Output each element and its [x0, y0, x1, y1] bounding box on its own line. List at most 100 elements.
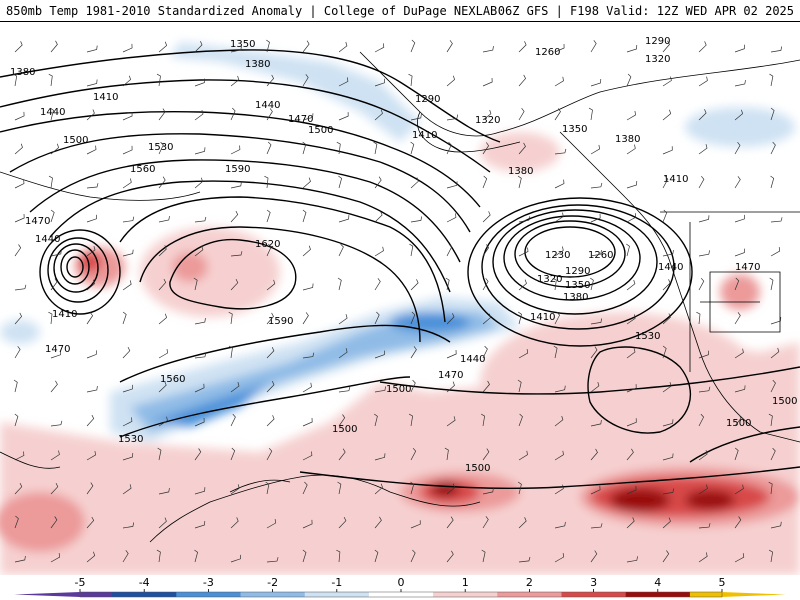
contour-label: 1530: [635, 331, 660, 342]
wind-barb: [446, 181, 458, 189]
wind-barb: [626, 517, 635, 529]
wind-barb: [698, 144, 708, 155]
wind-barb: [410, 279, 419, 291]
contour-label: 1440: [255, 100, 280, 111]
wind-barb: [590, 448, 598, 461]
wind-barb: [734, 277, 740, 291]
wind-barb: [266, 141, 272, 155]
wind-barb: [228, 311, 233, 325]
wind-barb: [338, 77, 349, 87]
legend-swatch: [240, 592, 258, 597]
contour-label: 1500: [332, 424, 357, 435]
wind-barb: [336, 141, 341, 155]
wind-barb: [13, 73, 18, 87]
wind-barb: [158, 141, 164, 155]
wind-barb: [734, 516, 742, 529]
wind-barb: [230, 46, 242, 53]
wind-barb: [338, 386, 351, 393]
wind-barb: [338, 112, 349, 121]
wind-barb: [230, 554, 242, 563]
legend-swatch: [224, 592, 242, 597]
wind-barb: [518, 556, 531, 563]
wind-barb: [590, 182, 603, 189]
wind-barb: [50, 450, 60, 461]
contour-label: 1560: [130, 164, 155, 175]
wind-barb: [410, 447, 417, 461]
wind-barb: [554, 179, 565, 189]
wind-barb: [662, 419, 674, 427]
contour-label: 1500: [386, 384, 411, 395]
legend-swatch: [384, 592, 402, 597]
wind-barb: [590, 382, 600, 393]
contour-label: 1380: [615, 134, 640, 145]
wind-barb: [158, 381, 167, 393]
wind-barb: [338, 448, 346, 461]
wind-barb: [626, 418, 637, 427]
wind-barb: [302, 209, 307, 223]
contour-label: 1380: [563, 292, 588, 303]
legend-swatch: [593, 592, 611, 597]
wind-barb: [770, 347, 780, 359]
legend-swatch: [112, 592, 129, 597]
wind-barb: [266, 39, 270, 53]
wind-barb: [626, 448, 634, 461]
wind-barb: [590, 40, 597, 53]
wind-barb: [302, 352, 315, 359]
wind-barb: [374, 43, 385, 53]
wind-barb: [86, 516, 95, 529]
wind-barb: [626, 279, 636, 291]
coastlines: [0, 51, 800, 543]
wind-barb: [122, 311, 127, 325]
legend-swatch: [641, 592, 659, 597]
legend-swatch: [497, 592, 514, 597]
wind-barb: [518, 41, 527, 53]
wind-barb: [122, 178, 132, 189]
contour-label: 1290: [645, 36, 670, 47]
legend-swatch: [657, 592, 675, 597]
wind-barb: [338, 414, 346, 427]
wind-barb: [49, 107, 54, 121]
legend-tick-label: -1: [331, 576, 342, 589]
wind-barb: [302, 417, 313, 427]
legend-swatch: [352, 592, 370, 597]
wind-barb: [446, 381, 455, 393]
wind-barb: [554, 212, 564, 223]
wind-barb: [374, 176, 382, 189]
wind-barb: [122, 346, 131, 359]
wind-barb: [50, 40, 58, 53]
legend-swatch: [208, 592, 225, 597]
wind-barb: [50, 249, 62, 257]
wind-barb: [770, 316, 782, 325]
wind-barb: [698, 523, 711, 529]
wind-barb: [768, 413, 773, 427]
wind-barb: [86, 450, 96, 461]
legend-swatch: [401, 592, 418, 597]
wind-barb: [626, 213, 637, 223]
wind-barb: [734, 44, 745, 53]
wind-barb: [14, 451, 25, 461]
wind-barb: [482, 244, 490, 257]
wind-barb: [589, 277, 594, 291]
wind-barb: [338, 348, 348, 359]
wind-barb: [410, 379, 416, 393]
contour-label: 1380: [245, 59, 270, 70]
wind-barb: [374, 453, 386, 461]
wind-barb: [734, 414, 742, 427]
wind-barb: [410, 113, 422, 121]
wind-barb: [194, 520, 206, 529]
wind-barb: [374, 483, 383, 495]
wind-barb: [552, 277, 557, 291]
wind-barb: [122, 145, 133, 155]
wind-barb: [770, 247, 781, 257]
wind-barb: [518, 413, 523, 427]
wind-barb: [230, 447, 236, 461]
wind-barb: [482, 175, 488, 189]
legend-arrow-right: [722, 592, 786, 597]
legend-tick-label: 1: [462, 576, 469, 589]
legend-swatch: [609, 592, 627, 597]
legend-swatch: [529, 592, 546, 597]
wind-barb: [158, 517, 167, 529]
contour-label: 1440: [460, 354, 485, 365]
contour-label: 1380: [508, 166, 533, 177]
wind-barb: [446, 213, 457, 223]
